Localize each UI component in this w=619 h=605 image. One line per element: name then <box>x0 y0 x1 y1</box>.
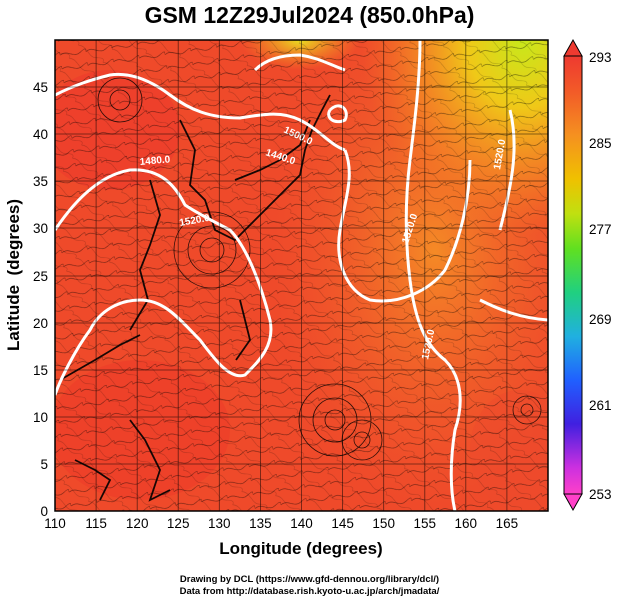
x-tick-labels: 110 115 120 125 130 135 140 145 150 155 … <box>44 516 518 531</box>
contour-label: 1520.0 <box>179 213 211 229</box>
x-tick-label: 150 <box>372 516 395 531</box>
y-tick-label: 15 <box>33 363 48 378</box>
y-tick-label: 40 <box>33 127 48 142</box>
x-axis-label: Longitude (degrees) <box>219 539 382 558</box>
y-tick-label: 5 <box>40 457 48 472</box>
plot-frame <box>54 39 549 512</box>
colorbar-label: 261 <box>589 398 612 413</box>
credit-line: Drawing by DCL (https://www.gfd-dennou.o… <box>179 574 440 585</box>
x-tick-label: 165 <box>496 516 519 531</box>
x-tick-label: 115 <box>85 516 107 531</box>
x-tick-label: 145 <box>331 516 354 531</box>
map-title: GSM 12Z29Jul2024 (850.0hPa) <box>144 2 475 28</box>
x-tick-label: 110 <box>44 516 66 531</box>
y-axis-label: Latitude (degrees) <box>4 199 23 351</box>
x-tick-label: 130 <box>208 516 231 531</box>
colorbar-label: 277 <box>589 222 612 237</box>
y-tick-label: 30 <box>33 221 48 236</box>
y-tick-label: 35 <box>33 174 48 189</box>
x-tick-label: 120 <box>126 516 149 531</box>
x-tick-label: 140 <box>290 516 313 531</box>
colorbar <box>563 38 583 512</box>
y-tick-label: 0 <box>40 504 48 519</box>
colorbar-label: 253 <box>589 487 612 502</box>
y-tick-label: 10 <box>33 410 48 425</box>
colorbar-label: 293 <box>589 50 612 65</box>
contour-label: 1520.0 <box>492 138 508 170</box>
streamlines <box>97 77 542 461</box>
contour-label: 1480.0 <box>139 154 171 168</box>
y-tick-label: 45 <box>33 80 48 95</box>
x-tick-label: 125 <box>167 516 190 531</box>
gridlines <box>55 40 548 511</box>
credits: Drawing by DCL (https://www.gfd-dennou.o… <box>0 574 619 598</box>
x-tick-label: 155 <box>414 516 437 531</box>
x-tick-label: 135 <box>249 516 272 531</box>
y-tick-label: 20 <box>33 316 48 331</box>
geopotential-contours <box>55 40 548 511</box>
colorbar-label: 285 <box>589 136 612 151</box>
y-tick-labels: 0 5 10 15 20 25 30 35 40 45 <box>33 80 48 519</box>
temperature-field <box>55 40 548 511</box>
x-tick-label: 160 <box>455 516 478 531</box>
colorbar-labels: 293 285 277 269 261 253 <box>589 50 612 502</box>
colorbar-label: 269 <box>589 312 612 327</box>
credit-line: Data from http://database.rish.kyoto-u.a… <box>179 586 440 597</box>
y-tick-label: 25 <box>33 269 48 284</box>
